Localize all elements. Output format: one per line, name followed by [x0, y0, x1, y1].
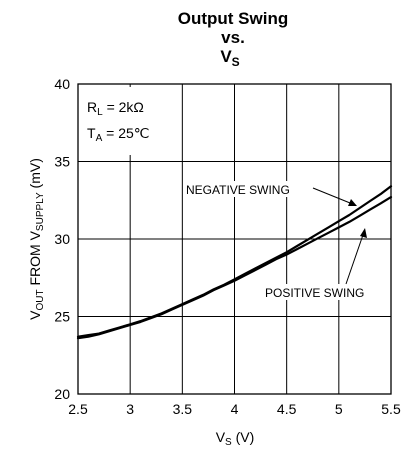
y-tick-label: 40	[54, 76, 70, 92]
x-axis-label-main: V	[216, 429, 226, 445]
y-axis-label-supply-sub: SUPPLY	[35, 192, 46, 231]
positive-swing-line	[76, 196, 393, 340]
chart-series	[76, 185, 393, 340]
y-axis-label-unit: (mV)	[27, 158, 43, 192]
chart-title-line-3: VS	[220, 47, 239, 69]
condition-rl-main: R	[87, 99, 97, 115]
x-axis-label-unit: (V)	[232, 429, 255, 445]
x-tick-label: 5	[335, 401, 343, 417]
y-tick-label: 35	[54, 154, 70, 170]
chart-title-vs-main: V	[220, 47, 232, 66]
condition-ta: TA = 25℃	[87, 125, 149, 144]
x-axis-label: VS (V)	[216, 429, 255, 448]
chart-title-line-2: vs.	[221, 28, 245, 47]
y-axis-label-from: FROM V	[27, 230, 43, 289]
condition-ta-value: = 25℃	[102, 125, 149, 141]
x-tick-label: 3.5	[173, 401, 193, 417]
conditions-box	[81, 87, 171, 155]
y-axis-label-v: V	[27, 310, 43, 320]
condition-ta-sub: A	[96, 133, 103, 144]
x-tick-label: 4	[231, 401, 239, 417]
chart-tick-labels: 2.5 3 3.5 4 4.5 5 5.5 20 25 30 35 40	[54, 76, 401, 417]
y-tick-label: 30	[54, 231, 70, 247]
annotation-positive-arrowhead	[360, 228, 367, 238]
y-tick-label: 20	[54, 386, 70, 402]
annotation-negative-leader	[312, 187, 356, 206]
condition-rl-value: = 2kΩ	[103, 99, 144, 115]
chart-title-vs-sub: S	[232, 55, 240, 69]
annotation-negative-arrowhead	[348, 199, 357, 206]
x-axis-label-sub: S	[225, 437, 232, 448]
y-axis-label: VOUT FROM VSUPPLY (mV)	[27, 158, 46, 320]
y-axis-label-out-sub: OUT	[35, 289, 46, 310]
annotation-positive-leader	[345, 231, 365, 285]
x-tick-label: 4.5	[277, 401, 297, 417]
annotation-negative-swing: NEGATIVE SWING	[186, 183, 290, 197]
x-tick-label: 3	[126, 401, 134, 417]
y-tick-label: 25	[54, 309, 70, 325]
condition-rl: RL = 2kΩ	[87, 99, 144, 118]
x-tick-label: 5.5	[381, 401, 401, 417]
annotation-positive-bg	[262, 284, 378, 300]
chart-title-line-1: Output Swing	[178, 9, 288, 28]
condition-ta-main: T	[87, 125, 96, 141]
plot-frame	[77, 83, 392, 395]
annotation-positive-swing: POSITIVE SWING	[265, 286, 364, 300]
annotation-negative-bg	[183, 181, 311, 197]
condition-rl-sub: L	[97, 107, 103, 118]
x-tick-label: 2.5	[68, 401, 88, 417]
